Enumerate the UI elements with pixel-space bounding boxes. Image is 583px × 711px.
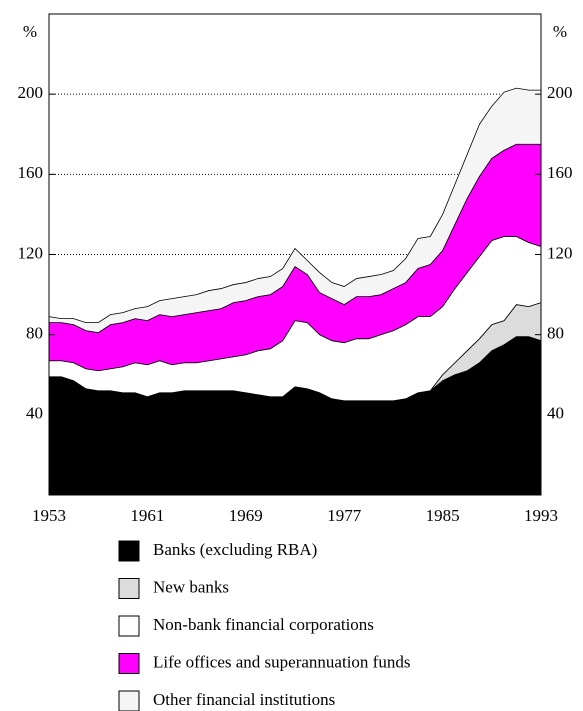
y-tick-label: 160 <box>18 163 44 182</box>
y2-axis-label: % <box>553 22 567 41</box>
legend-swatch <box>118 653 140 674</box>
legend-label: Life offices and superannuation funds <box>153 652 410 671</box>
legend-label: New banks <box>153 577 229 596</box>
legend-label: Other financial institutions <box>153 690 335 709</box>
legend-swatch <box>118 615 140 637</box>
y-axis-label: % <box>23 22 37 41</box>
legend-swatch <box>118 578 140 599</box>
y-tick-label: 40 <box>26 404 43 423</box>
x-tick-label: 1985 <box>426 506 460 525</box>
legend-label: Non-bank financial corporations <box>153 615 374 634</box>
y2-tick-label: 160 <box>547 163 573 182</box>
y2-tick-label: 120 <box>547 243 573 262</box>
y2-tick-label: 80 <box>547 324 564 343</box>
legend-swatch <box>118 540 140 562</box>
y-tick-label: 120 <box>18 243 44 262</box>
x-tick-label: 1953 <box>32 506 66 525</box>
x-tick-label: 1969 <box>229 506 263 525</box>
x-tick-label: 1977 <box>327 506 362 525</box>
y-tick-label: 200 <box>18 83 44 102</box>
x-tick-label: 1993 <box>524 506 558 525</box>
y2-tick-label: 200 <box>547 83 573 102</box>
legend-swatch <box>118 690 140 711</box>
y-tick-label: 80 <box>26 324 43 343</box>
x-tick-label: 1961 <box>130 506 164 525</box>
legend-label: Banks (excluding RBA) <box>153 540 317 559</box>
y2-tick-label: 40 <box>547 404 564 423</box>
